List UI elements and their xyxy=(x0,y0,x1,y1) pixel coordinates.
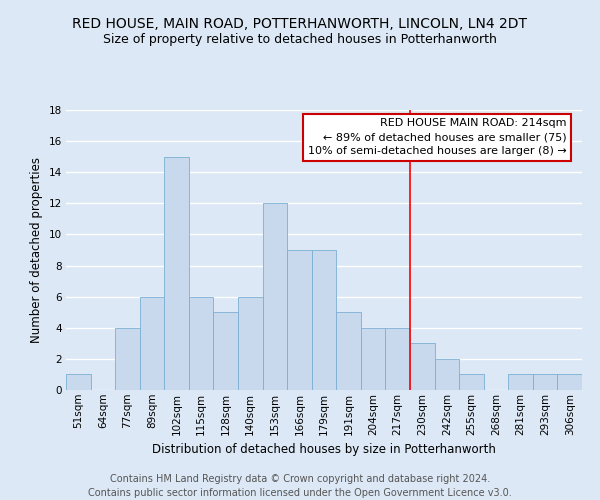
Bar xyxy=(287,250,312,390)
Bar xyxy=(66,374,91,390)
Bar xyxy=(434,359,459,390)
Y-axis label: Number of detached properties: Number of detached properties xyxy=(30,157,43,343)
Text: Contains HM Land Registry data © Crown copyright and database right 2024.
Contai: Contains HM Land Registry data © Crown c… xyxy=(88,474,512,498)
Bar xyxy=(385,328,410,390)
Bar xyxy=(533,374,557,390)
Bar xyxy=(361,328,385,390)
Bar xyxy=(508,374,533,390)
Bar xyxy=(336,312,361,390)
Bar xyxy=(312,250,336,390)
Bar xyxy=(557,374,582,390)
X-axis label: Distribution of detached houses by size in Potterhanworth: Distribution of detached houses by size … xyxy=(152,443,496,456)
Bar xyxy=(214,312,238,390)
Bar xyxy=(263,204,287,390)
Bar xyxy=(410,344,434,390)
Bar xyxy=(140,296,164,390)
Text: RED HOUSE MAIN ROAD: 214sqm
← 89% of detached houses are smaller (75)
10% of sem: RED HOUSE MAIN ROAD: 214sqm ← 89% of det… xyxy=(308,118,566,156)
Bar xyxy=(189,296,214,390)
Text: RED HOUSE, MAIN ROAD, POTTERHANWORTH, LINCOLN, LN4 2DT: RED HOUSE, MAIN ROAD, POTTERHANWORTH, LI… xyxy=(73,18,527,32)
Text: Size of property relative to detached houses in Potterhanworth: Size of property relative to detached ho… xyxy=(103,32,497,46)
Bar xyxy=(459,374,484,390)
Bar xyxy=(115,328,140,390)
Bar xyxy=(164,156,189,390)
Bar xyxy=(238,296,263,390)
